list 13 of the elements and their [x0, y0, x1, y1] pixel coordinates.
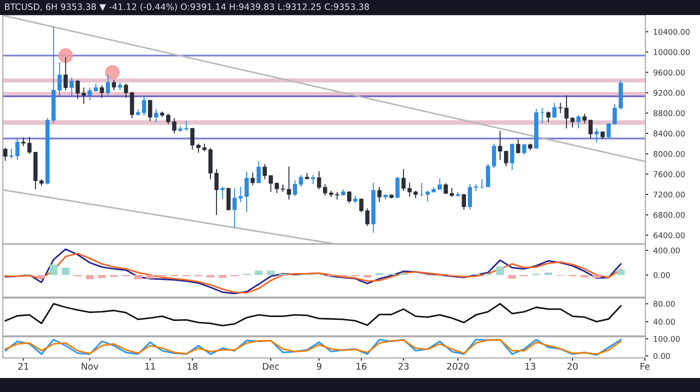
x-tick-label: Fe — [640, 363, 650, 370]
x-tick-label: 16 — [356, 362, 366, 370]
x-tick-label: 2020 — [447, 362, 469, 370]
x-tick-label: Dec — [262, 363, 279, 370]
x-tick-label: 20 — [567, 362, 578, 370]
x-tick-label: 11 — [145, 363, 156, 370]
x-tick-label: Nov — [82, 363, 98, 370]
x-tick-label: 18 — [188, 362, 198, 370]
chart-title: BTCUSD, 6H 9353.38 ▼ -41.12 (-0.44%) O:9391.14 H:9439.83 L:9312.25 C:9353.38 — [5, 3, 369, 12]
x-tick-label: 13 — [526, 362, 536, 370]
x-tick-label: 9 — [316, 362, 322, 370]
x-tick-label: 23 — [398, 362, 409, 370]
x-tick-label: 21 — [18, 362, 28, 370]
